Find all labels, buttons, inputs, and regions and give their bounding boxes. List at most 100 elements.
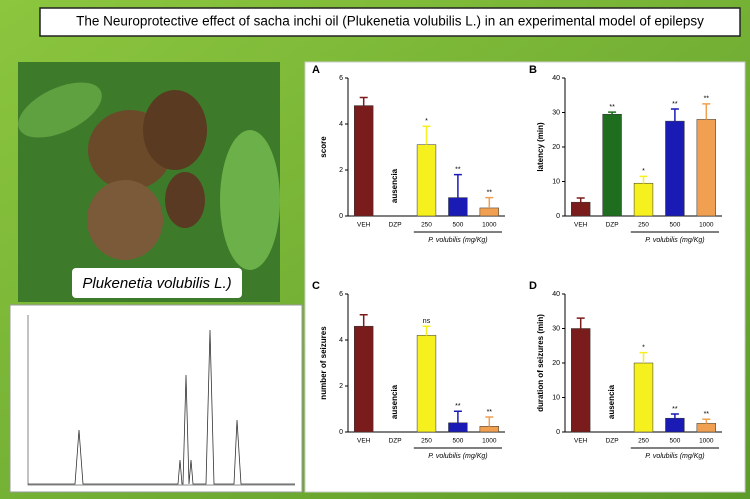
x-tick-label: 500 (452, 222, 463, 229)
error-bar (453, 173, 462, 198)
y-tick-label: 40 (552, 75, 560, 82)
error-bar (576, 197, 585, 203)
x-tick-label: VEH (357, 222, 371, 229)
significance: ** (455, 166, 461, 173)
absent-label: ausencia (390, 384, 399, 419)
error-bar (670, 413, 679, 419)
y-tick-label: 0 (339, 429, 343, 436)
error-bar (702, 418, 711, 424)
x-axis-label: P. volubilis (mg/Kg) (428, 237, 487, 244)
y-tick-label: 2 (339, 383, 343, 390)
significance: ** (704, 96, 710, 103)
significance: * (642, 344, 645, 351)
bar (696, 119, 716, 217)
bar (665, 120, 685, 217)
y-axis-label: number of seizures (319, 326, 328, 400)
error-bar (702, 103, 711, 120)
absent-label: ausencia (390, 168, 399, 203)
y-tick-label: 40 (552, 291, 560, 298)
bar (479, 207, 499, 217)
bar (665, 417, 685, 433)
y-tick-label: 6 (339, 291, 343, 298)
y-axis-label: latency (min) (536, 122, 545, 172)
bar (354, 325, 374, 433)
significance: ** (672, 406, 678, 413)
significance: ** (704, 411, 710, 418)
y-tick-label: 0 (556, 213, 560, 220)
y-tick-label: 6 (339, 75, 343, 82)
error-bar (359, 96, 368, 106)
x-tick-label: 1000 (482, 222, 497, 229)
panel-letter: C (312, 280, 320, 292)
bar (633, 182, 654, 217)
bar (571, 201, 591, 217)
error-bar (422, 325, 431, 336)
y-tick-label: 30 (552, 109, 560, 116)
x-tick-label: VEH (574, 438, 588, 445)
title: The Neuroprotective effect of sacha inch… (76, 14, 704, 29)
significance: ** (487, 189, 493, 196)
x-tick-label: 250 (638, 222, 649, 229)
significance: * (425, 118, 428, 125)
x-tick-label: 500 (669, 222, 680, 229)
x-tick-label: 1000 (482, 438, 497, 445)
x-tick-label: DZP (389, 222, 402, 229)
x-tick-label: VEH (574, 222, 588, 229)
significance: ** (672, 101, 678, 108)
error-bar (485, 196, 494, 208)
y-tick-label: 2 (339, 167, 343, 174)
y-axis-label: duration of seizures (min) (536, 314, 545, 412)
significance: ns (423, 318, 431, 325)
y-tick-label: 0 (339, 213, 343, 220)
significance: ** (609, 104, 615, 111)
bar (479, 426, 499, 433)
x-tick-label: 1000 (699, 222, 714, 229)
bar (354, 105, 374, 217)
bar (448, 422, 468, 433)
y-tick-label: 10 (552, 178, 560, 185)
title-box (39, 7, 741, 37)
panel-letter: A (312, 64, 320, 76)
bar (602, 113, 622, 217)
x-tick-label: 250 (638, 438, 649, 445)
error-bar (359, 313, 368, 327)
x-tick-label: 500 (669, 438, 680, 445)
photo-label: Plukenetia volubilis L.) (82, 275, 231, 292)
error-bar (639, 351, 648, 363)
error-bar (485, 416, 494, 427)
panel-letter: B (529, 64, 537, 76)
photo: Plukenetia volubilis L.) (18, 62, 280, 302)
panel-letter: D (529, 280, 537, 292)
x-axis-label: P. volubilis (mg/Kg) (645, 453, 704, 460)
significance: ** (455, 403, 461, 410)
error-bar (422, 125, 431, 145)
y-tick-label: 30 (552, 325, 560, 332)
x-tick-label: DZP (606, 438, 619, 445)
significance: * (642, 168, 645, 175)
x-tick-label: 1000 (699, 438, 714, 445)
error-bar (576, 317, 585, 329)
x-axis-label: P. volubilis (mg/Kg) (428, 453, 487, 460)
x-tick-label: VEH (357, 438, 371, 445)
bar (448, 197, 468, 217)
y-tick-label: 10 (552, 394, 560, 401)
x-tick-label: DZP (606, 222, 619, 229)
error-bar (453, 410, 462, 423)
x-tick-label: 500 (452, 438, 463, 445)
bar (416, 335, 437, 433)
bar (571, 328, 591, 433)
x-tick-label: 250 (421, 222, 432, 229)
bar (416, 144, 437, 217)
y-axis-label: score (319, 136, 328, 158)
y-tick-label: 0 (556, 429, 560, 436)
y-tick-label: 4 (339, 337, 343, 344)
y-tick-label: 4 (339, 121, 343, 128)
x-tick-label: 250 (421, 438, 432, 445)
x-tick-label: DZP (389, 438, 402, 445)
error-bar (639, 175, 648, 184)
absent-label: ausencia (607, 384, 616, 419)
y-tick-label: 20 (552, 360, 560, 367)
y-tick-label: 20 (552, 144, 560, 151)
error-bar (608, 111, 617, 115)
